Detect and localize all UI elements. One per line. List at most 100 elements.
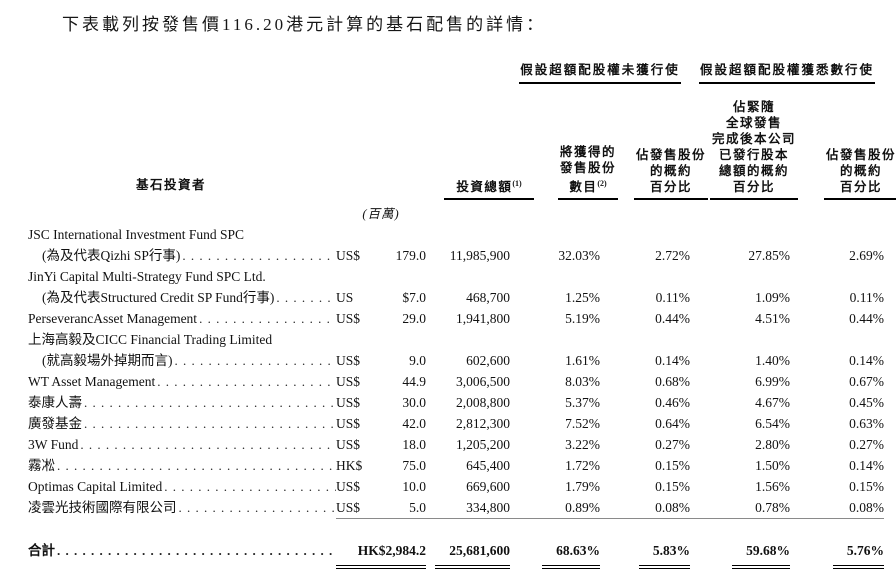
investment-amount: 42.0: [402, 416, 426, 431]
leader-dots: [274, 287, 336, 308]
total-shares-value: 25,681,600: [435, 539, 510, 569]
pct-capital-no-exercise: 0.11%: [655, 290, 690, 305]
pct-capital-full-exercise: 0.27%: [849, 437, 884, 452]
pct-capital-header-line: 總額的概約: [718, 164, 789, 178]
investment-footnote-marker: (1): [512, 178, 522, 188]
pct-offer-no-exercise: 3.22%: [565, 437, 600, 452]
pct-offer-no-exercise: 1.25%: [565, 290, 600, 305]
total-pct-capital-no-exercise: 5.83%: [638, 539, 690, 569]
investor-name: JinYi Capital Multi-Strategy Fund SPC Lt…: [28, 269, 266, 284]
total-label: 合計: [28, 543, 55, 558]
group-label-no-exercise: 假設超額配股權未獲行使: [519, 59, 681, 84]
pct-offer-full-exercise: 1.40%: [755, 353, 790, 368]
column-header-pct-offer-no-exercise: 佔發售股份 的概約 百分比: [618, 147, 708, 200]
pct-offer-no-exercise: 8.03%: [565, 374, 600, 389]
pct-offer-no-exercise: [510, 266, 600, 287]
investment-amount: 5.0: [409, 500, 426, 515]
leader-dots: [82, 392, 336, 413]
shares-value: 2,008,800: [456, 395, 510, 410]
pct-offer-no-exercise: 32.03%: [558, 248, 600, 263]
table-row: WT Asset Management US$ 44.9 3,006,500 8…: [28, 371, 884, 392]
pct-capital-no-exercise: 0.08%: [600, 497, 690, 519]
investment-amount: 18.0: [402, 437, 426, 452]
shares-value: [426, 329, 510, 350]
pct-offer-header-line: 百分比: [839, 180, 882, 194]
shares-value: 468,700: [466, 290, 510, 305]
currency-code: US$: [336, 500, 361, 515]
table-row: 上海高毅及CICC Financial Trading Limited: [28, 329, 884, 350]
pct-capital-full-exercise: [790, 224, 884, 245]
group-header-full-exercise: 假設超額配股權獲悉數行使: [690, 59, 884, 84]
shares-value: 2,812,300: [456, 416, 510, 431]
table-row: Optimas Capital Limited US$ 10.0 669,600…: [28, 476, 884, 497]
column-header-investment: 投資總額(1): [444, 176, 534, 200]
shares-value: 645,400: [466, 458, 510, 473]
shares-footnote-marker: (2): [597, 178, 607, 188]
column-header-pct-capital-no-exercise: 佔緊隨 全球發售 完成後本公司 已發行股本 總額的概約 百分比: [708, 99, 798, 200]
currency-code: US$: [336, 374, 361, 389]
pct-offer-full-exercise: 4.51%: [755, 311, 790, 326]
currency-code: US$: [336, 416, 361, 431]
total-pct-capital-full-exercise: 5.76%: [832, 539, 884, 569]
pct-capital-full-exercise: 0.63%: [849, 416, 884, 431]
table-row: JinYi Capital Multi-Strategy Fund SPC Lt…: [28, 266, 884, 287]
pct-capital-no-exercise: 0.46%: [655, 395, 690, 410]
shares-value: 334,800: [426, 497, 510, 519]
pct-capital-no-exercise: 0.15%: [655, 458, 690, 473]
pct-offer-no-exercise: 5.37%: [565, 395, 600, 410]
table-column-header-row: 基石投資者 投資總額(1) 將獲得的 發售股份 數目(2) 佔發售股份 的概約 …: [28, 90, 896, 200]
pct-capital-no-exercise: [600, 224, 690, 245]
pct-offer-full-exercise: 1.56%: [755, 479, 790, 494]
pct-offer-full-exercise: 1.50%: [755, 458, 790, 473]
page-title: 下表載列按發售價116.20港元計算的基石配售的詳情：: [62, 15, 547, 34]
pct-capital-full-exercise: 0.14%: [849, 353, 884, 368]
shares-value: 3,006,500: [456, 374, 510, 389]
total-pct-offer-full-exercise: 59.68%: [732, 539, 790, 569]
investor-name: JSC International Investment Fund SPC: [28, 227, 244, 242]
pct-offer-header-line: 的概約: [839, 164, 882, 178]
table-row: JSC International Investment Fund SPC: [28, 224, 884, 245]
investment-amount: 29.0: [402, 311, 426, 326]
pct-capital-no-exercise: 0.15%: [655, 479, 690, 494]
pct-offer-full-exercise: [690, 266, 790, 287]
investor-name: 凌雲光技術國際有限公司: [28, 500, 177, 515]
column-header-shares: 將獲得的 發售股份 數目(2): [534, 144, 618, 200]
pct-capital-no-exercise: 0.68%: [655, 374, 690, 389]
pct-capital-full-exercise: 0.67%: [849, 374, 884, 389]
leader-dots: [155, 371, 336, 392]
investor-name: WT Asset Management: [28, 374, 156, 389]
pct-offer-no-exercise: 0.89%: [510, 497, 600, 519]
leader-dots: [197, 308, 336, 329]
pct-offer-header-line: 佔發售股份: [825, 148, 896, 162]
pct-capital-header-line: 已發行股本: [718, 148, 789, 162]
pct-offer-full-exercise: 6.99%: [755, 374, 790, 389]
currency-code: US: [336, 290, 354, 305]
pct-capital-header-line: 全球發售: [725, 116, 782, 130]
table-row: (為及代表Structured Credit SP Fund行事) US $7.…: [28, 287, 884, 308]
pct-capital-full-exercise: [790, 329, 884, 350]
pct-offer-full-exercise: [690, 329, 790, 350]
shares-header-line: 發售股份: [559, 160, 616, 175]
table-row: (為及代表Qizhi SP行事) US$ 179.0 11,985,900 32…: [28, 245, 884, 266]
pct-offer-header-line: 百分比: [649, 180, 692, 194]
leader-dots: [55, 539, 336, 563]
group-header-no-exercise: 假設超額配股權未獲行使: [510, 59, 690, 84]
shares-value: 1,205,200: [456, 437, 510, 452]
currency-code: HK$: [336, 458, 363, 473]
investor-name: 霧凇: [28, 458, 55, 473]
pct-capital-header-line: 佔緊隨: [732, 100, 775, 114]
pct-capital-header-line: 完成後本公司: [711, 132, 796, 146]
pct-offer-full-exercise: [690, 224, 790, 245]
pct-capital-full-exercise: [790, 266, 884, 287]
investor-name: 3W Fund: [28, 437, 79, 452]
investor-name: Optimas Capital Limited: [28, 479, 163, 494]
leader-dots: [177, 497, 337, 518]
leader-dots: [82, 413, 336, 434]
investor-name: 泰康人壽: [28, 395, 82, 410]
currency-code: US$: [336, 479, 361, 494]
pct-capital-full-exercise: 0.45%: [849, 395, 884, 410]
pct-offer-full-exercise: 2.80%: [755, 437, 790, 452]
pct-offer-full-exercise: 27.85%: [748, 248, 790, 263]
table-row: 凌雲光技術國際有限公司 US$ 5.0 334,800 0.89% 0.08% …: [28, 497, 884, 519]
currency-code: US$: [336, 437, 361, 452]
